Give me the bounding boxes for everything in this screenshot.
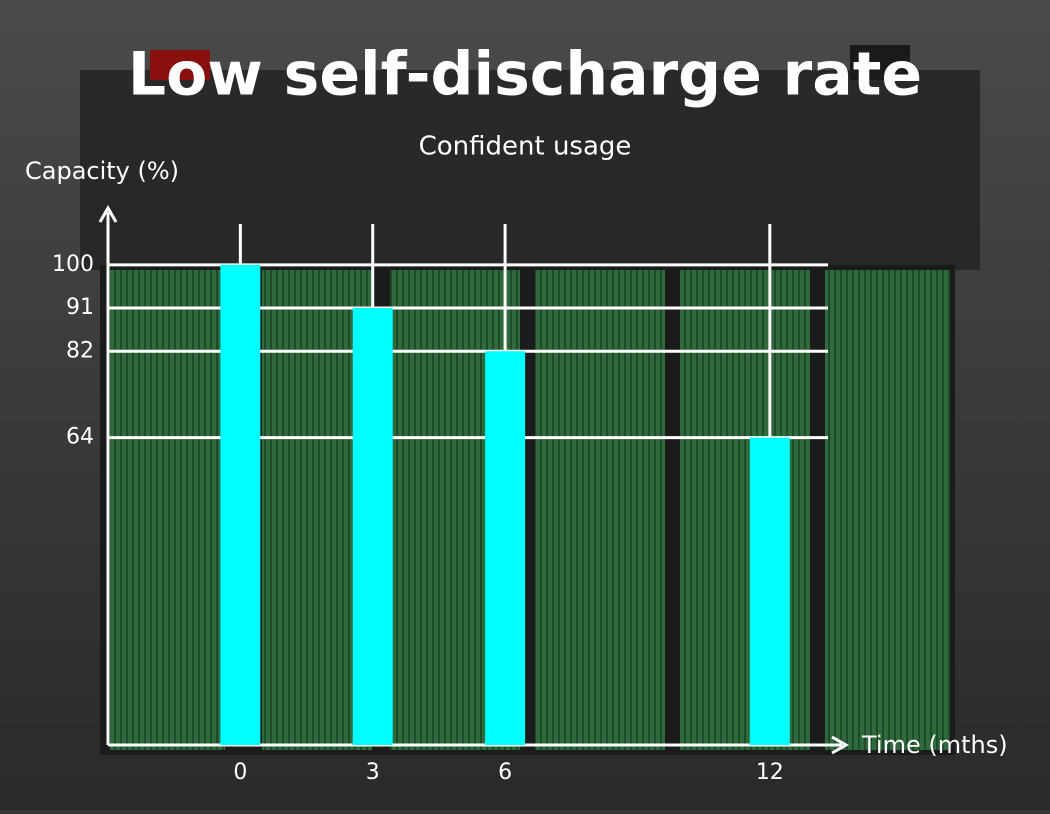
- chart-subtitle: Confident usage: [419, 132, 632, 162]
- x-tick-label: 6: [498, 760, 512, 785]
- y-tick-label: 64: [66, 425, 94, 450]
- chart-title: Low self-discharge rate: [128, 40, 922, 110]
- bar: [352, 308, 393, 745]
- x-tick-label: 3: [366, 760, 380, 785]
- x-tick-label: 0: [233, 760, 247, 785]
- x-tick-label: 12: [756, 760, 784, 785]
- bar: [749, 437, 790, 745]
- bar: [485, 351, 526, 745]
- y-tick-label: 100: [52, 252, 94, 277]
- y-axis-label: Capacity (%): [25, 157, 179, 185]
- bar: [220, 264, 261, 745]
- x-axis-label: Time (mths): [861, 731, 1008, 759]
- y-tick-label: 91: [66, 295, 94, 320]
- y-tick-label: 82: [66, 338, 94, 363]
